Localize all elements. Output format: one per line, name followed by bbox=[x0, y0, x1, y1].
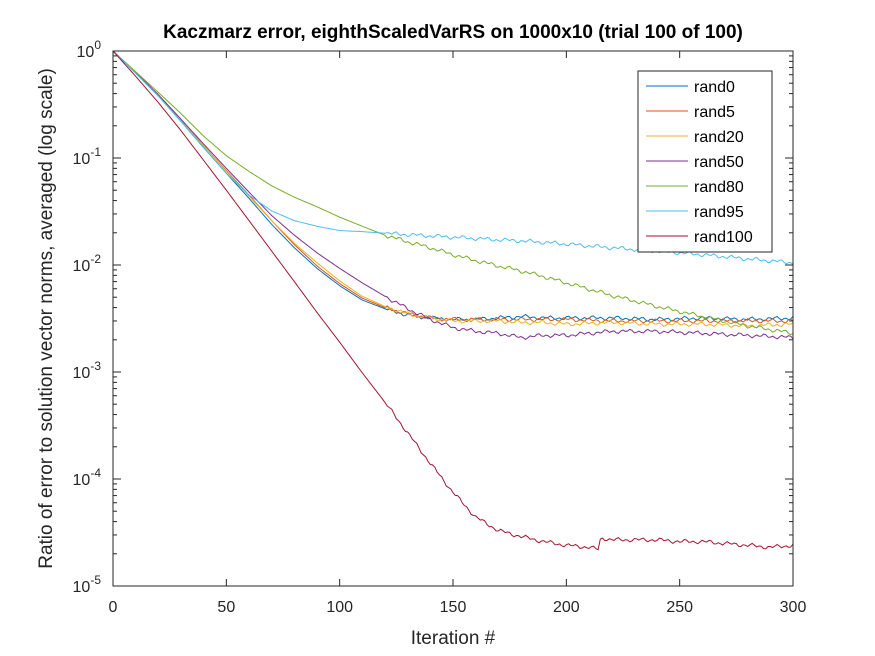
y-tick-base: 10 bbox=[73, 151, 91, 168]
legend-label-rand50: rand50 bbox=[694, 154, 744, 171]
y-tick-label: 10-2 bbox=[73, 252, 102, 275]
y-tick-label: 10-1 bbox=[73, 145, 102, 168]
series-line-rand100 bbox=[112, 50, 794, 551]
x-axis-title: Iteration # bbox=[411, 628, 496, 649]
y-tick-base: 10 bbox=[73, 365, 91, 382]
chart-title: Kaczmarz error, eighthScaledVarRS on 100… bbox=[163, 22, 743, 43]
y-tick-label: 100 bbox=[77, 38, 102, 61]
x-tick-label: 0 bbox=[109, 599, 118, 616]
x-tick-label: 100 bbox=[326, 599, 353, 616]
series-line-rand80 bbox=[112, 50, 794, 336]
legend-label-rand0: rand0 bbox=[694, 79, 735, 96]
y-tick-base: 10 bbox=[73, 579, 91, 596]
y-tick-label: 10-5 bbox=[73, 573, 102, 596]
y-tick-base: 10 bbox=[77, 44, 95, 61]
y-tick-exponent: -2 bbox=[90, 252, 101, 266]
legend-label-rand95: rand95 bbox=[694, 204, 744, 221]
y-tick-exponent: -4 bbox=[90, 466, 101, 480]
x-tick-label: 150 bbox=[440, 599, 467, 616]
x-tick-label: 50 bbox=[217, 599, 235, 616]
legend-label-rand100: rand100 bbox=[694, 229, 753, 246]
legend: rand0 rand5 rand20 rand50 rand80 rand95 rand10… bbox=[637, 70, 773, 253]
x-axis: 0 50 100 150 200 250 300 bbox=[109, 51, 807, 616]
y-tick-base: 10 bbox=[73, 472, 91, 489]
y-tick-base: 10 bbox=[73, 258, 91, 275]
y-tick-label: 10-3 bbox=[73, 359, 102, 382]
legend-label-rand80: rand80 bbox=[694, 179, 744, 196]
series-line-rand50 bbox=[112, 50, 794, 341]
y-tick-exponent: -5 bbox=[90, 573, 101, 587]
x-tick-label: 200 bbox=[553, 599, 580, 616]
series-line-rand95 bbox=[112, 50, 794, 265]
legend-label-rand20: rand20 bbox=[694, 129, 744, 146]
legend-label-rand5: rand5 bbox=[694, 104, 735, 121]
y-tick-exponent: 0 bbox=[94, 38, 101, 52]
y-tick-exponent: -1 bbox=[90, 145, 101, 159]
x-tick-label: 300 bbox=[780, 599, 807, 616]
y-tick-exponent: -3 bbox=[90, 359, 101, 373]
x-tick-label: 250 bbox=[666, 599, 693, 616]
series-line-rand20 bbox=[112, 50, 794, 329]
y-tick-label: 10-4 bbox=[73, 466, 102, 489]
y-axis-title: Ratio of error to solution vector norms,… bbox=[36, 68, 57, 569]
